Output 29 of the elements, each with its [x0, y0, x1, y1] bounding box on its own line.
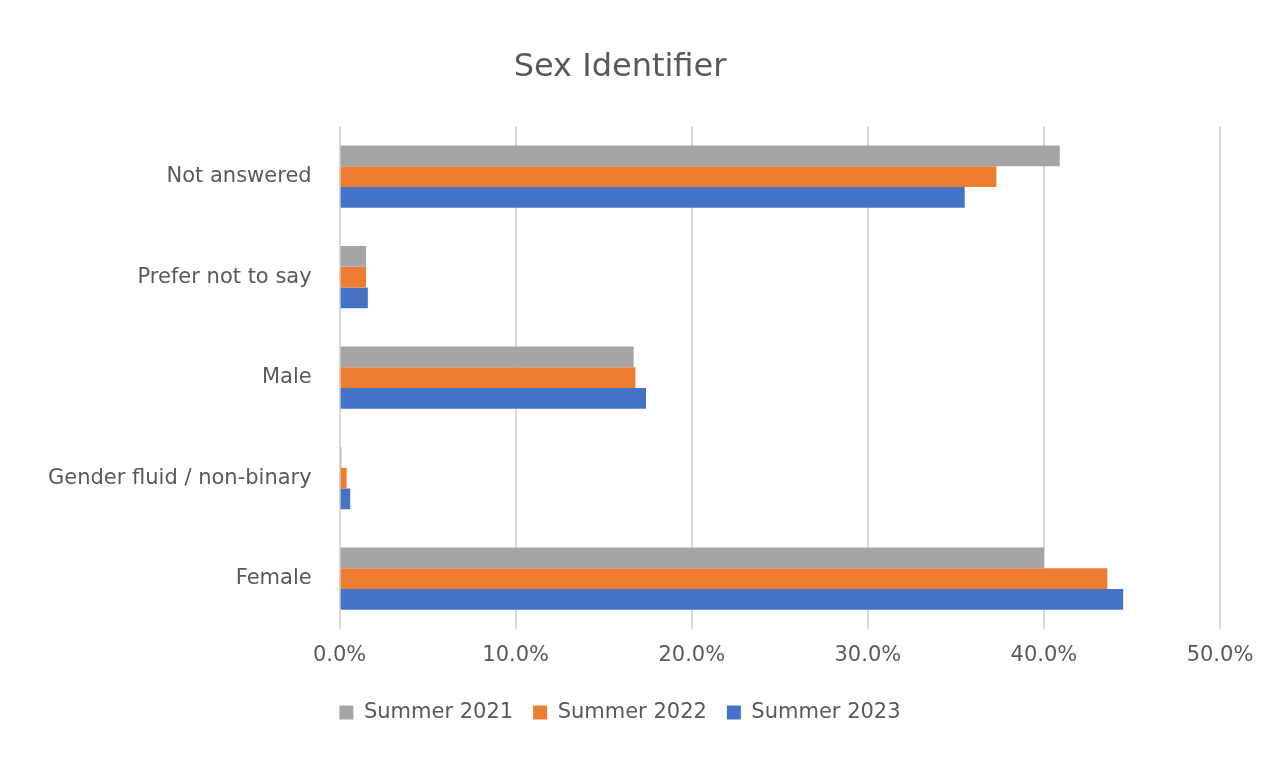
y-tick-label: Gender fluid / non-binary — [48, 464, 312, 489]
legend-label: Summer 2023 — [751, 698, 901, 723]
bar — [340, 367, 636, 388]
x-tick-label: 50.0% — [1186, 641, 1254, 666]
x-tick-label: 40.0% — [1010, 641, 1078, 666]
x-tick-label: 30.0% — [834, 641, 902, 666]
y-tick-label: Prefer not to say — [137, 263, 312, 288]
legend-label: Summer 2022 — [557, 698, 707, 723]
bar — [340, 145, 1060, 167]
y-tick-label: Not answered — [166, 163, 312, 188]
bar — [340, 588, 1124, 610]
bar — [340, 547, 1044, 569]
bar — [340, 467, 347, 489]
x-tick-label: 10.0% — [482, 641, 550, 666]
legend-label: Summer 2021 — [363, 698, 514, 723]
bar — [340, 387, 646, 409]
bar — [340, 346, 634, 368]
bar — [340, 166, 997, 188]
bar — [340, 287, 368, 309]
bar — [340, 245, 367, 267]
y-tick-label: Female — [235, 565, 312, 590]
bar — [340, 568, 1108, 589]
y-tick-label: Male — [261, 364, 312, 389]
bar — [340, 488, 351, 510]
bar — [340, 187, 965, 208]
x-tick-label: 20.0% — [658, 641, 726, 666]
x-tick-label: 0.0% — [312, 641, 367, 666]
bar — [340, 266, 367, 288]
chart-title: Sex Identifier — [513, 45, 728, 84]
